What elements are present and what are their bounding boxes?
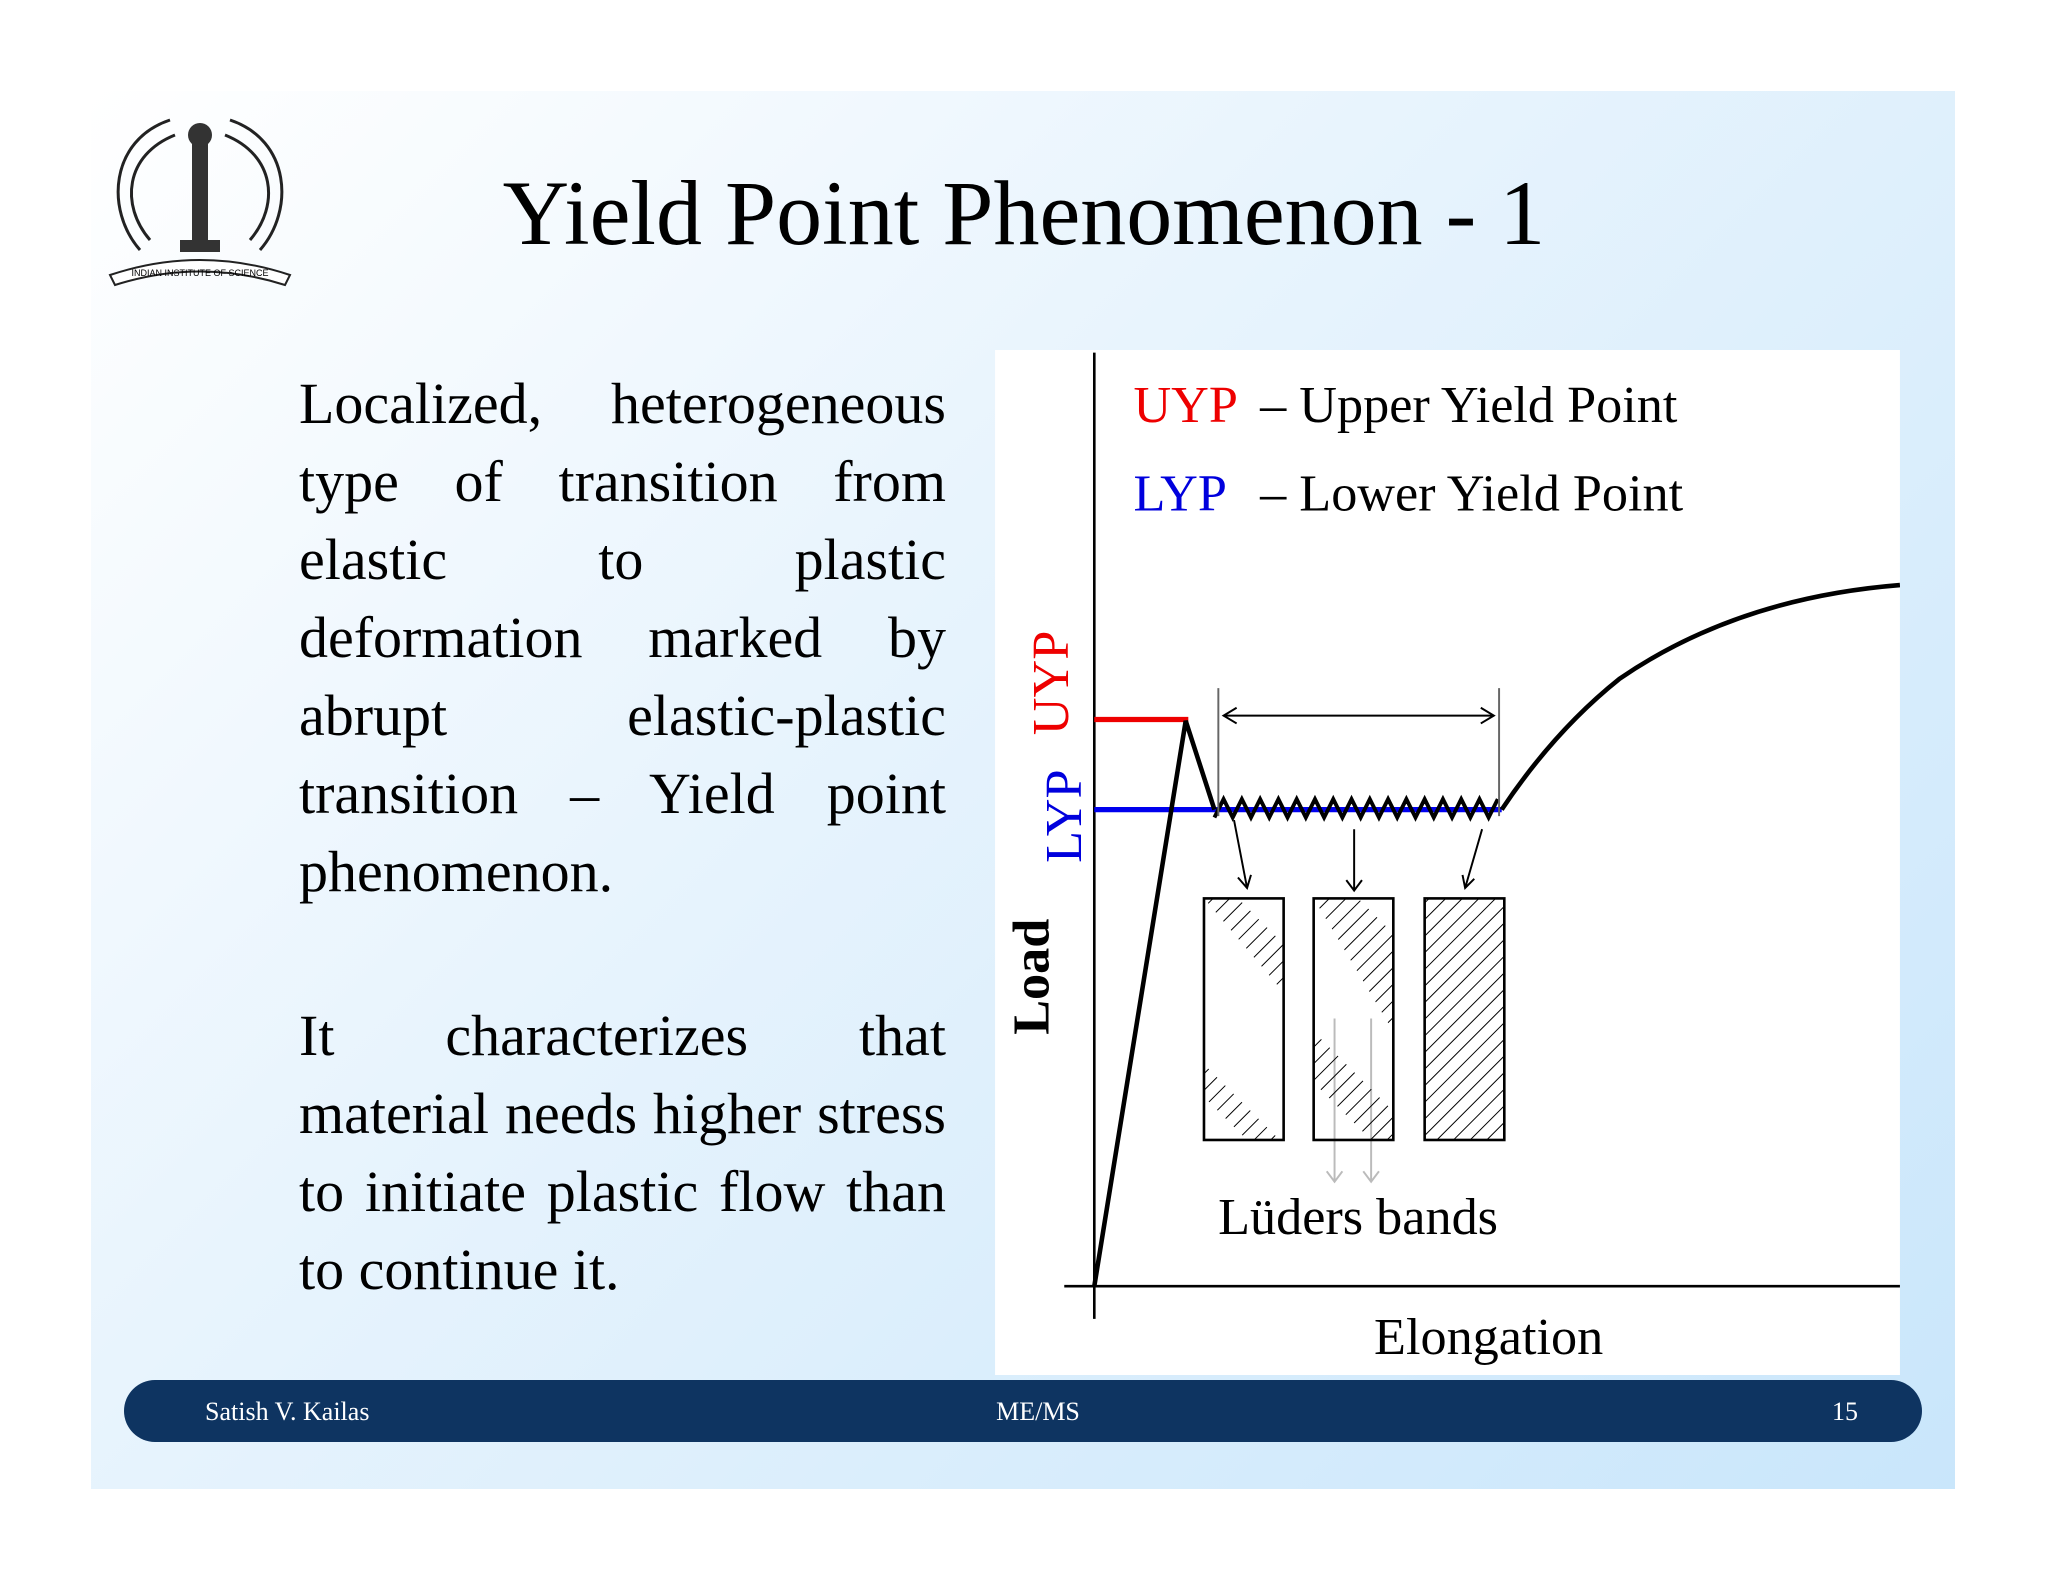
bands-label: Lüders bands [1218,1188,1498,1246]
serrations [1212,794,1500,822]
paragraph: It characterizes that material needs hig… [299,1003,946,1302]
x-label: Elongation [1374,1308,1603,1366]
legend-text: – Lower Yield Point [1259,465,1684,523]
footer-author: Satish V. Kailas [205,1397,370,1426]
load-label: Load [1003,919,1061,1035]
logo: INDIAN INSTITUTE OF SCIENCE [108,118,292,287]
slide-title: Yield Point Phenomenon - 1 [502,162,1546,264]
lyp-label: LYP [1035,769,1093,862]
footer-page: 15 [1832,1397,1858,1426]
logo-text: INDIAN INSTITUTE OF SCIENCE [131,268,268,278]
footer-course: ME/MS [996,1397,1080,1426]
yield-diagram: UYP – Upper Yield Point LYP – Lower Yiel… [995,350,1900,1375]
footer: Satish V. Kailas ME/MS 15 [124,1380,1922,1442]
legend-abbr: UYP [1133,376,1237,434]
legend-text: – Upper Yield Point [1259,376,1678,434]
paragraph: Localized, heterogeneous type of transit… [299,371,946,904]
uyp-label: UYP [1022,631,1080,735]
legend-abbr: LYP [1133,465,1226,523]
